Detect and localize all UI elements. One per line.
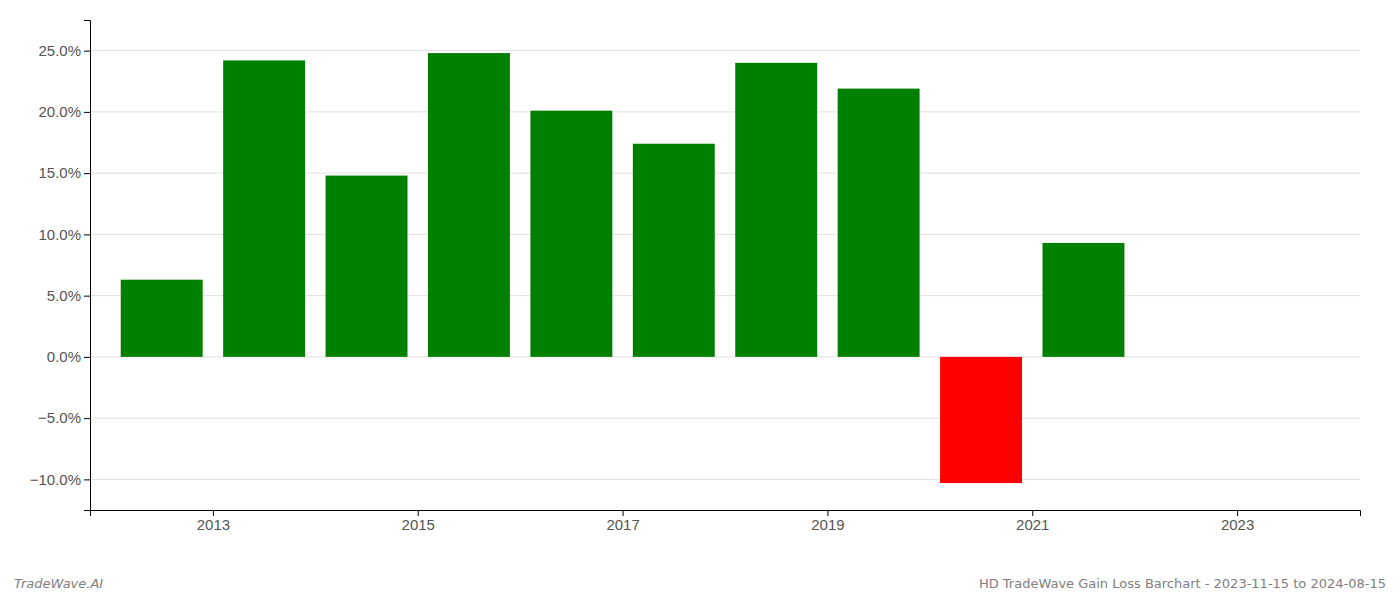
y-tick-mark (84, 479, 90, 480)
y-tick-label: 10.0% (38, 226, 81, 243)
bar (326, 176, 408, 357)
y-tick: 5.0% (47, 287, 90, 304)
y-tick-mark (84, 51, 90, 52)
y-tick-mark (84, 112, 90, 113)
y-tick: 10.0% (38, 226, 90, 243)
y-tick-label: 25.0% (38, 42, 81, 59)
x-tick-label: 2015 (402, 516, 435, 533)
x-tick-label: 2023 (1221, 516, 1254, 533)
y-tick-mark (84, 418, 90, 419)
x-tick: 2017 (606, 510, 639, 533)
y-tick: 25.0% (38, 42, 90, 59)
bar (121, 280, 203, 357)
plot: −10.0% −5.0% 0.0% 5.0% 10.0% 15.0% 20.0% 25.0% 2… (30, 21, 1361, 533)
y-tick-label: 0.0% (47, 348, 81, 365)
y-tick-label: 20.0% (38, 103, 81, 120)
x-tick: 2019 (811, 510, 844, 533)
x-tick: 2015 (402, 510, 435, 533)
y-tick: −5.0% (38, 409, 90, 426)
y-tick-mark (84, 357, 90, 358)
x-tick: 2013 (197, 510, 230, 533)
bar (940, 357, 1022, 483)
chart: −10.0% −5.0% 0.0% 5.0% 10.0% 15.0% 20.0% 25.0% 2… (0, 0, 1400, 600)
bar (1043, 243, 1125, 357)
x-axis: 2013 2015 2017 2019 2021 2023 (91, 510, 1361, 533)
annotation: HD TradeWave Gain Loss Barchart - 2023-1… (979, 576, 1386, 591)
x-tick: 2023 (1221, 510, 1254, 533)
x-tick-label: 2017 (606, 516, 639, 533)
x-tick-label: 2013 (197, 516, 230, 533)
y-axis: −10.0% −5.0% 0.0% 5.0% 10.0% 15.0% 20.0% 25.0% (30, 21, 91, 511)
bar (530, 111, 612, 357)
y-tick-label: −5.0% (38, 409, 81, 426)
y-tick-label: 15.0% (38, 164, 81, 181)
grid (90, 51, 1360, 480)
y-tick: −10.0% (30, 471, 90, 488)
y-tick: 20.0% (38, 103, 90, 120)
y-tick: 0.0% (47, 348, 90, 365)
x-tick-label: 2019 (811, 516, 844, 533)
y-tick: 15.0% (38, 164, 90, 181)
x-tick-label: 2021 (1016, 516, 1049, 533)
x-tick: 2021 (1016, 510, 1049, 533)
bar (633, 144, 715, 357)
x-axis-line (91, 511, 1361, 517)
bar (428, 53, 510, 357)
grid-line (90, 479, 1360, 480)
bar (735, 63, 817, 357)
y-tick-mark (84, 234, 90, 235)
y-tick-label: −10.0% (30, 471, 81, 488)
annotation: TradeWave.AI (14, 576, 103, 591)
grid-line (90, 418, 1360, 419)
bars (121, 53, 1125, 483)
grid-line (90, 50, 1360, 51)
bar (223, 60, 305, 356)
bar (838, 89, 920, 357)
y-tick-label: 5.0% (47, 287, 81, 304)
y-axis-line (84, 21, 91, 511)
y-tick-mark (84, 296, 90, 297)
y-tick-mark (84, 173, 90, 174)
